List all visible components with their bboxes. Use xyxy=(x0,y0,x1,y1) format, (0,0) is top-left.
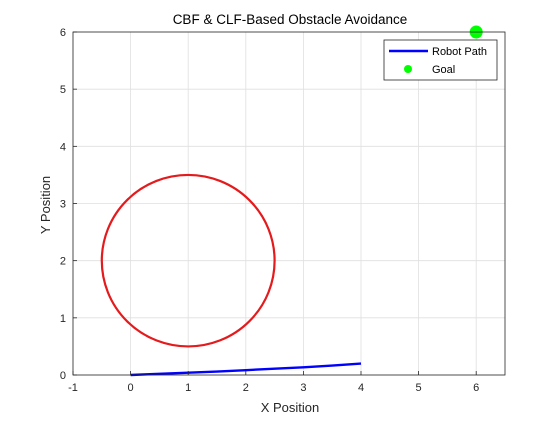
y-tick-label: 5 xyxy=(60,84,66,96)
y-tick-label: 4 xyxy=(60,141,66,153)
x-tick-label: 3 xyxy=(300,382,306,394)
y-axis-label: Y Position xyxy=(38,176,53,234)
x-tick-label: -1 xyxy=(68,382,78,394)
x-tick-label: 2 xyxy=(243,382,249,394)
x-tick-label: 1 xyxy=(185,382,191,394)
x-tick-label: 6 xyxy=(473,382,479,394)
plot-content xyxy=(100,25,483,377)
robot-path-line xyxy=(130,362,362,377)
x-axis-label: X Position xyxy=(261,400,320,415)
legend-box xyxy=(383,39,498,81)
x-axis-ticks: -1 0 1 2 3 4 5 6 xyxy=(68,371,479,394)
y-tick-label: 2 xyxy=(60,256,66,268)
y-axis-ticks: 0 1 2 3 4 5 6 xyxy=(60,27,77,382)
x-tick-label: 4 xyxy=(358,382,364,394)
legend-goal-label: Goal xyxy=(432,64,455,76)
y-tick-label: 1 xyxy=(60,313,66,325)
chart-title: CBF & CLF-Based Obstacle Avoidance xyxy=(173,12,408,27)
legend-goal-swatch xyxy=(404,65,412,73)
x-tick-label: 0 xyxy=(128,382,134,394)
y-tick-label: 6 xyxy=(60,27,66,39)
y-tick-label: 0 xyxy=(60,370,66,382)
legend-robot-path-label: Robot Path xyxy=(432,46,487,58)
x-tick-label: 5 xyxy=(416,382,422,394)
obstacle-circle xyxy=(100,173,276,348)
y-tick-label: 3 xyxy=(60,199,66,211)
legend: Robot Path Goal xyxy=(383,39,498,81)
